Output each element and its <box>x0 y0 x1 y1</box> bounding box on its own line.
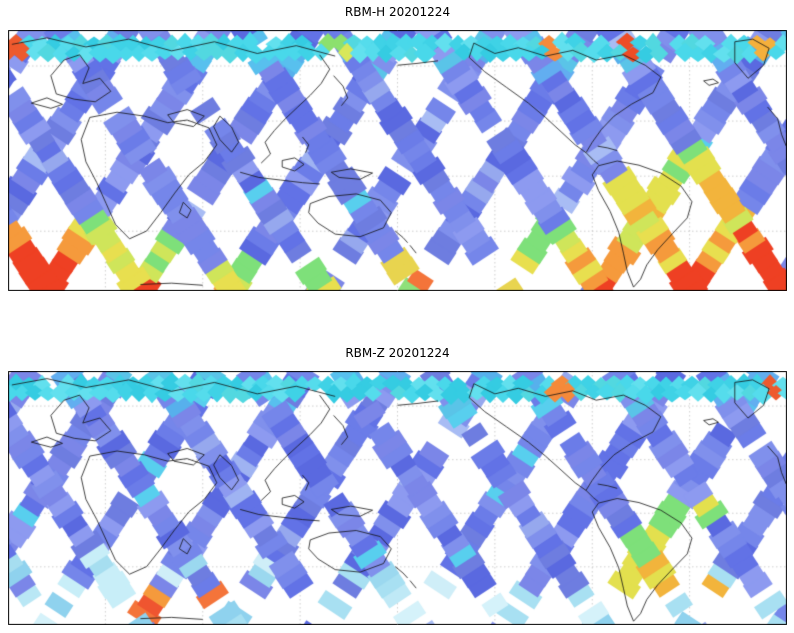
panel-title-rbm-h: RBM-H 20201224 <box>344 5 451 19</box>
map-canvas-rbm-h <box>8 30 787 291</box>
panel-title-rbm-z: RBM-Z 20201224 <box>345 346 450 360</box>
map-canvas-rbm-z <box>8 371 787 625</box>
